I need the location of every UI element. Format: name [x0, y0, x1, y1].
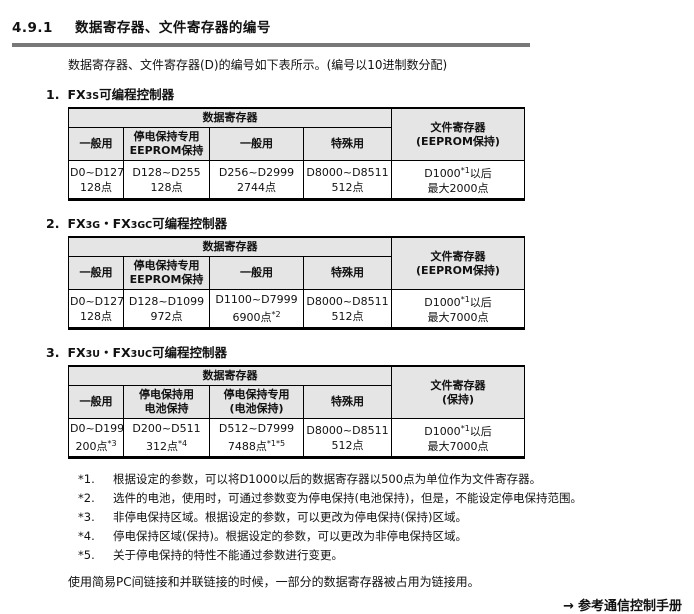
footnote-marker: *2. [78, 491, 95, 505]
footnote-text: 选件的电池，使用时，可通过参数变为停电保持(电池保持)，但是，不能设定停电保持范… [113, 491, 582, 505]
col-header-cell: 停电保持专用 EEPROM保持 [123, 127, 210, 161]
intro-text: 数据寄存器、文件寄存器(D)的编号如下表所示。(编号以10进制数分配) [68, 58, 448, 72]
model-title: 3. FX3U・FX3UC可编程控制器 [46, 342, 694, 361]
col-header-cell: 一般用 [68, 256, 124, 290]
register-data-cell: D1000*1以后 最大7000点 [391, 289, 525, 329]
footnote-text: 非停电保持区域。根据设定的参数，可以更改为停电保持(保持)区域。 [113, 510, 467, 524]
col-header-cell: 停电保持用 电池保持 [123, 385, 210, 419]
footnotes: *1. 根据设定的参数，可以将D1000以后的数据寄存器以500点为单位作为文件… [78, 472, 694, 563]
footnote-marker: *4. [78, 529, 95, 543]
model-title: 1. FX3S可编程控制器 [46, 84, 694, 103]
model-index: 1. [46, 87, 60, 102]
section-title: 数据寄存器、文件寄存器的编号 [74, 20, 271, 36]
col-header-cell: 一般用 [209, 256, 304, 290]
col-header-cell: 特殊用 [303, 256, 392, 290]
group-header-cell: 数据寄存器 [68, 107, 392, 128]
footnote-text: 根据设定的参数，可以将D1000以后的数据寄存器以500点为单位作为文件寄存器。 [113, 472, 542, 486]
col-header-cell: 停电保持专用 (电池保持) [209, 385, 304, 419]
footnote-item: *2. 选件的电池，使用时，可通过参数变为停电保持(电池保持)，但是，不能设定停… [78, 491, 694, 506]
register-data-cell: D1000*1以后 最大2000点 [391, 160, 525, 200]
model-index: 3. [46, 345, 60, 360]
footnote-marker: *1. [78, 472, 95, 486]
col-header-cell: 特殊用 [303, 385, 392, 419]
register-data-cell: D0~D199 200点*3 [68, 418, 124, 458]
link-note-text: 使用简易PC间链接和并联链接的时候，一部分的数据寄存器被占用为链接用。 [68, 574, 480, 589]
register-data-cell: D1000*1以后 最大7000点 [391, 418, 525, 458]
register-data-cell: D128~D255 128点 [123, 160, 210, 200]
register-data-cell: D512~D7999 7488点*1*5 [209, 418, 304, 458]
file-register-header-cell: 文件寄存器 (EEPROM保持) [391, 236, 525, 290]
register-data-cell: D0~D127 128点 [68, 160, 124, 200]
register-data-cell: D1100~D7999 6900点*2 [209, 289, 304, 329]
group-header-cell: 数据寄存器 [68, 365, 392, 386]
footnote-marker: *5. [78, 548, 95, 562]
model-section-fx3s: 1. FX3S可编程控制器 数据寄存器 文件寄存器 (EEPROM保持) 一般用… [0, 84, 694, 201]
footnote-item: *1. 根据设定的参数，可以将D1000以后的数据寄存器以500点为单位作为文件… [78, 472, 694, 487]
register-data-cell: D8000~D8511 512点 [303, 289, 392, 329]
arrow-right-icon: → [563, 598, 574, 614]
file-register-header-cell: 文件寄存器 (EEPROM保持) [391, 107, 525, 161]
model-name: FX3S可编程控制器 [67, 87, 175, 102]
register-data-cell: D0~D127 128点 [68, 289, 124, 329]
register-table-fx3g: 数据寄存器 文件寄存器 (EEPROM保持) 一般用 停电保持专用 EEPROM… [68, 236, 525, 330]
footnote-marker: *3. [78, 510, 95, 524]
col-header-cell: 一般用 [68, 385, 124, 419]
model-name: FX3G・FX3GC可编程控制器 [67, 216, 228, 231]
section-heading: 4.9.1 数据寄存器、文件寄存器的编号 [12, 16, 694, 36]
register-data-cell: D8000~D8511 512点 [303, 418, 392, 458]
model-name: FX3U・FX3UC可编程控制器 [67, 345, 227, 360]
footnote-item: *4. 停电保持区域(保持)。根据设定的参数，可以更改为非停电保持区域。 [78, 529, 694, 544]
model-index: 2. [46, 216, 60, 231]
register-table-fx3u: 数据寄存器 文件寄存器 (保持) 一般用 停电保持用 电池保持 停电保持专用 (… [68, 365, 525, 459]
register-data-cell: D256~D2999 2744点 [209, 160, 304, 200]
footnote-item: *3. 非停电保持区域。根据设定的参数，可以更改为停电保持(保持)区域。 [78, 510, 694, 525]
group-header-cell: 数据寄存器 [68, 236, 392, 257]
model-section-fx3g: 2. FX3G・FX3GC可编程控制器 数据寄存器 文件寄存器 (EEPROM保… [0, 213, 694, 330]
col-header-cell: 一般用 [209, 127, 304, 161]
model-section-fx3u: 3. FX3U・FX3UC可编程控制器 数据寄存器 文件寄存器 (保持) 一般用… [0, 342, 694, 459]
register-table-fx3s: 数据寄存器 文件寄存器 (EEPROM保持) 一般用 停电保持专用 EEPROM… [68, 107, 525, 201]
footnote-text: 关于停电保持的特性不能通过参数进行变更。 [113, 548, 343, 562]
footnote-item: *5. 关于停电保持的特性不能通过参数进行变更。 [78, 548, 694, 563]
register-data-cell: D128~D1099 972点 [123, 289, 210, 329]
footnote-text: 停电保持区域(保持)。根据设定的参数，可以更改为非停电保持区域。 [113, 529, 467, 543]
manual-page: 4.9.1 数据寄存器、文件寄存器的编号 数据寄存器、文件寄存器(D)的编号如下… [0, 16, 694, 614]
model-title: 2. FX3G・FX3GC可编程控制器 [46, 213, 694, 232]
col-header-cell: 一般用 [68, 127, 124, 161]
reference-label: 参考通信控制手册 [577, 598, 682, 614]
reference-link[interactable]: → 参考通信控制手册 [0, 595, 682, 614]
heading-rule [12, 43, 530, 47]
register-data-cell: D200~D511 312点*4 [123, 418, 210, 458]
col-header-cell: 特殊用 [303, 127, 392, 161]
register-data-cell: D8000~D8511 512点 [303, 160, 392, 200]
col-header-cell: 停电保持专用 EEPROM保持 [123, 256, 210, 290]
section-number: 4.9.1 [12, 20, 53, 36]
file-register-header-cell: 文件寄存器 (保持) [391, 365, 525, 419]
